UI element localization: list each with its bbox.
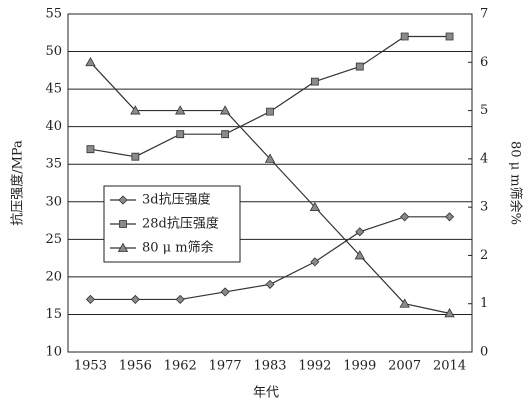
marker: [354, 250, 365, 260]
marker: [130, 294, 140, 304]
marker: [399, 298, 410, 308]
y2-tick-label: 3: [480, 200, 488, 215]
marker: [219, 105, 231, 115]
x-tick-label: 2007: [388, 359, 421, 374]
y-tick-label: 25: [45, 232, 62, 247]
marker: [264, 153, 276, 163]
y2-tick-label: 7: [480, 7, 488, 22]
plot-frame: [67, 13, 473, 353]
marker: [176, 130, 185, 139]
y-tick-label: 40: [45, 119, 62, 134]
x-axis-label: 年代: [253, 386, 279, 401]
y2-tick-label: 0: [480, 345, 488, 360]
y2-tick-label: 6: [480, 55, 488, 70]
marker: [175, 105, 186, 115]
marker: [310, 77, 319, 86]
legend-marker: [117, 242, 129, 252]
marker: [355, 227, 365, 237]
y2-tick-label: 1: [480, 296, 488, 311]
y-axis-label: 抗压强度/MPa: [10, 140, 26, 226]
legend-label: 28d抗压强度: [142, 216, 219, 232]
y2-axis-label: 80 μ m筛余%: [508, 141, 524, 225]
marker: [444, 308, 455, 318]
y-tick-label: 20: [45, 269, 62, 284]
x-tick-label: 2014: [433, 359, 466, 374]
x-tick-label: 1956: [119, 359, 152, 374]
marker: [175, 294, 185, 304]
marker: [85, 56, 96, 67]
marker: [131, 152, 140, 161]
marker: [130, 105, 141, 115]
marker: [310, 257, 320, 267]
y-tick-label: 55: [45, 7, 62, 22]
y2-tick-label: 4: [480, 151, 488, 166]
y2-tick-label: 5: [480, 103, 488, 118]
marker: [355, 62, 364, 71]
legend-marker: [118, 195, 128, 205]
y-tick-label: 35: [45, 157, 62, 172]
y2-tick-label: 2: [480, 248, 488, 263]
x-tick-label: 1999: [343, 359, 376, 374]
y-tick-label: 10: [45, 345, 62, 360]
y-tick-label: 50: [45, 44, 62, 59]
y-tick-label: 30: [45, 194, 62, 209]
marker: [400, 212, 410, 222]
marker: [86, 145, 95, 154]
legend-marker: [119, 220, 127, 228]
marker: [266, 107, 274, 116]
x-tick-label: 1953: [74, 359, 107, 374]
x-tick-label: 1977: [209, 359, 242, 374]
legend-label: 80 μ m筛余: [142, 240, 214, 256]
x-tick-label: 1962: [164, 359, 197, 374]
marker: [309, 201, 321, 212]
series-line: [90, 35, 450, 158]
y-tick-label: 15: [45, 307, 62, 322]
marker: [221, 130, 230, 139]
marker: [220, 287, 230, 297]
marker: [444, 212, 455, 222]
legend-label: 3d抗压强度: [142, 192, 211, 208]
marker: [265, 279, 275, 289]
x-tick-label: 1983: [253, 359, 286, 374]
marker: [400, 32, 409, 41]
marker: [445, 32, 454, 41]
x-tick-label: 1992: [298, 359, 331, 374]
y-tick-label: 45: [45, 82, 62, 97]
marker: [85, 294, 96, 304]
